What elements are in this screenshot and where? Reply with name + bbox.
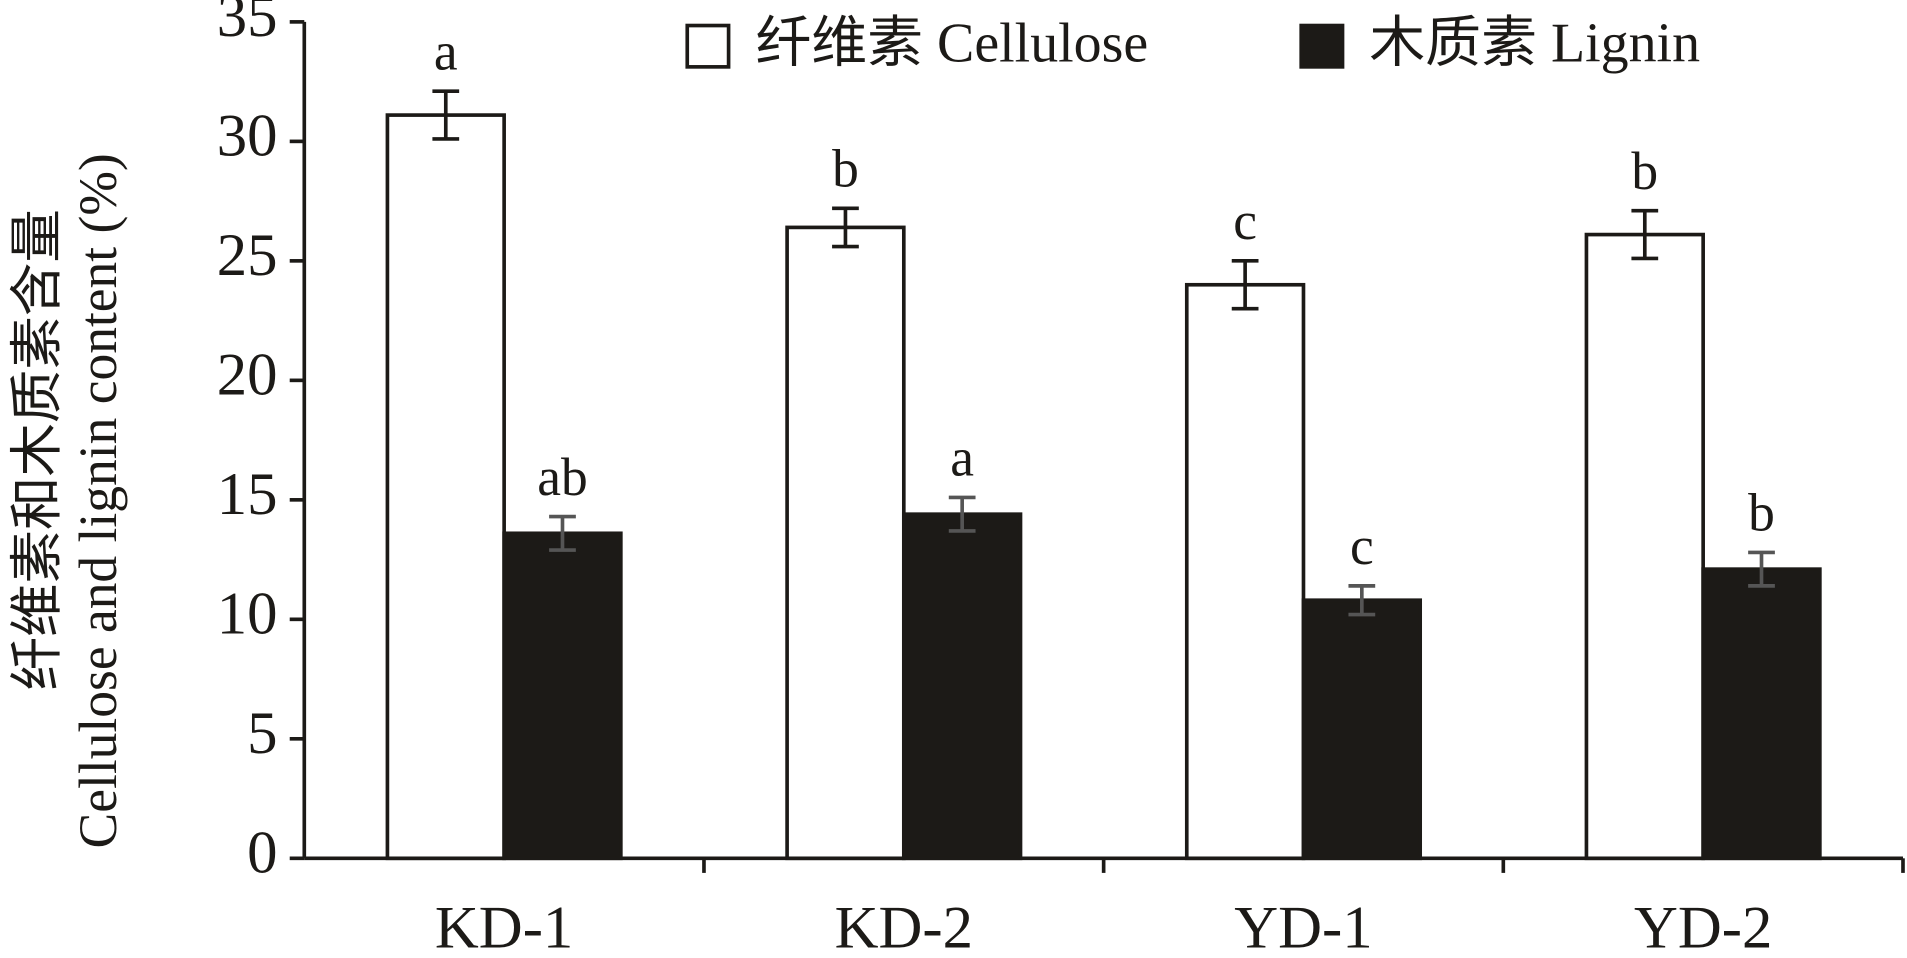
error-bar	[549, 514, 576, 552]
y-tick-label: 30	[217, 102, 278, 169]
significance-label: b	[832, 139, 859, 199]
y-tick-label: 35	[217, 0, 278, 50]
x-tick-label: KD-2	[835, 895, 973, 958]
bar	[1301, 598, 1423, 861]
bar	[385, 113, 506, 861]
legend-swatch	[685, 23, 731, 69]
significance-label: c	[1350, 516, 1374, 576]
significance-label: c	[1233, 191, 1257, 251]
error-bar	[1748, 550, 1775, 588]
y-axis-label: Cellulose and lignin content (%)	[68, 153, 128, 848]
x-tick-label: YD-1	[1234, 895, 1372, 958]
x-tick-label: KD-1	[435, 895, 573, 958]
y-tick-label: 10	[217, 580, 278, 647]
significance-label: a	[950, 428, 974, 488]
y-tick-label: 5	[247, 700, 277, 767]
bar	[1701, 567, 1822, 861]
error-bar	[832, 206, 859, 249]
y-tick-label: 0	[247, 819, 277, 886]
error-bar	[1231, 259, 1259, 311]
x-tick-label: YD-2	[1634, 895, 1772, 958]
bar	[901, 512, 1023, 861]
error-bar	[432, 89, 460, 141]
error-bar	[1631, 208, 1659, 261]
bar	[502, 531, 623, 861]
y-tick-label: 15	[217, 461, 278, 528]
significance-label: ab	[537, 447, 587, 507]
bar	[1584, 232, 1705, 861]
legend-label: 纤维素 Cellulose	[755, 12, 1148, 74]
legend-label: 木质素 Lignin	[1369, 12, 1700, 74]
y-tick-label: 25	[217, 222, 278, 289]
bar	[785, 225, 906, 861]
significance-label: a	[434, 21, 458, 81]
bar	[1184, 282, 1306, 861]
y-tick-label: 20	[217, 341, 278, 408]
y-axis-label: 纤维素和木质素含量	[7, 209, 67, 690]
legend-swatch	[1299, 23, 1345, 69]
significance-label: b	[1631, 141, 1658, 201]
error-bar	[1348, 584, 1376, 617]
error-bar	[948, 495, 976, 533]
significance-label: b	[1748, 483, 1775, 543]
